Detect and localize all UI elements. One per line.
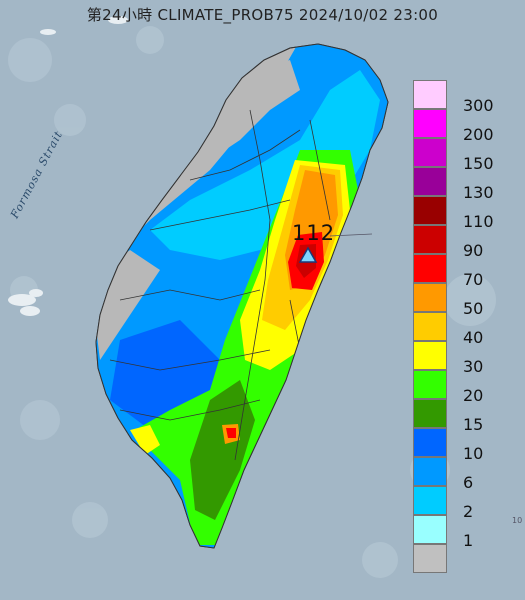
legend-label: 15 xyxy=(463,415,484,434)
legend-swatch xyxy=(413,544,447,573)
legend-row: 150 xyxy=(413,138,506,173)
legend-row xyxy=(413,544,506,573)
corner-mark: 10 xyxy=(512,516,523,525)
legend-label: 20 xyxy=(463,386,484,405)
legend-swatch xyxy=(413,428,447,457)
legend-swatch xyxy=(413,312,447,341)
rain-zone-70-south xyxy=(226,428,236,438)
legend-label: 40 xyxy=(463,328,484,347)
peak-leader-line xyxy=(329,233,373,237)
legend-swatch xyxy=(413,196,447,225)
coastline xyxy=(95,43,389,549)
legend-row: 110 xyxy=(413,196,506,231)
legend-row: 300 xyxy=(413,80,506,115)
legend-label: 150 xyxy=(463,154,494,173)
legend-swatch xyxy=(413,399,447,428)
legend-row: 20 xyxy=(413,370,506,405)
legend-row: 30 xyxy=(413,341,506,376)
legend-label: 50 xyxy=(463,299,484,318)
legend-swatch xyxy=(413,457,447,486)
map-title: 第24小時 CLIMATE_PROB75 2024/10/02 23:00 xyxy=(86,6,439,24)
legend-label: 130 xyxy=(463,183,494,202)
legend-swatch xyxy=(413,283,447,312)
legend-row: 130 xyxy=(413,167,506,202)
legend-label: 2 xyxy=(463,502,474,521)
legend-label: 30 xyxy=(463,357,484,376)
legend-row: 200 xyxy=(413,109,506,144)
legend-swatch xyxy=(413,138,447,167)
legend-swatch xyxy=(413,370,447,399)
legend-swatch xyxy=(413,80,447,109)
legend-row: 2 xyxy=(413,486,506,521)
legend-row: 10 xyxy=(413,428,506,463)
clouds xyxy=(8,16,128,316)
legend-label: 300 xyxy=(463,96,494,115)
legend-label: 110 xyxy=(463,212,494,231)
legend-row: 40 xyxy=(413,312,506,347)
legend-row: 70 xyxy=(413,254,506,289)
legend-swatch xyxy=(413,486,447,515)
rain-zone-15 xyxy=(190,380,255,520)
legend-swatch xyxy=(413,515,447,544)
legend-label: 6 xyxy=(463,473,474,492)
legend-swatch xyxy=(413,109,447,138)
legend-row: 6 xyxy=(413,457,506,492)
rain-zone-none-north xyxy=(170,60,300,180)
legend-swatch xyxy=(413,341,447,370)
legend-label: 90 xyxy=(463,241,484,260)
legend-row: 1 xyxy=(413,515,506,550)
legend-row: 50 xyxy=(413,283,506,318)
peak-marker-icon xyxy=(298,246,318,263)
legend-label: 10 xyxy=(463,444,484,463)
legend-row: 15 xyxy=(413,399,506,434)
legend-swatch xyxy=(413,225,447,254)
peak-value-label: 112 xyxy=(292,221,336,245)
legend-label: 1 xyxy=(463,531,474,550)
legend-label: 200 xyxy=(463,125,494,144)
rain-zone-30-south xyxy=(130,425,160,455)
legend-label: 70 xyxy=(463,270,484,289)
legend-swatch xyxy=(413,254,447,283)
legend-swatch xyxy=(413,167,447,196)
legend-row: 90 xyxy=(413,225,506,260)
